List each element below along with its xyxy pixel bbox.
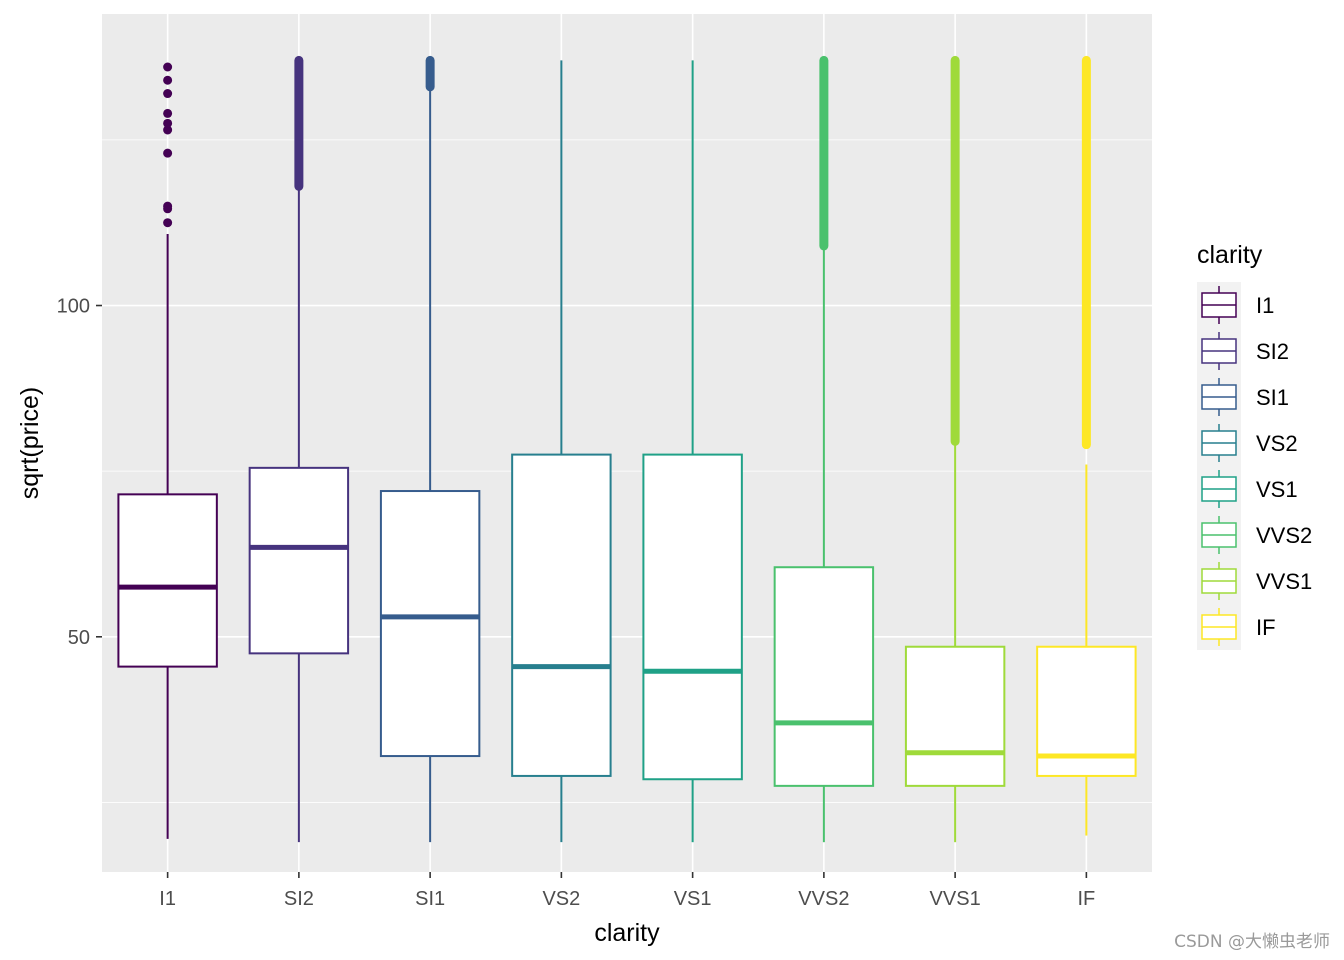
legend-item-vvs1: VVS1 [1197, 558, 1312, 604]
x-tick-label: VVS1 [930, 888, 981, 910]
x-axis-title: clarity [594, 919, 660, 947]
outlier-point [163, 201, 173, 211]
box-si2 [248, 55, 350, 843]
x-tick-label: IF [1077, 888, 1095, 910]
legend-item-label: VVS2 [1256, 523, 1312, 548]
box-iqr [248, 466, 350, 655]
y-axis-title: sqrt(price) [16, 387, 44, 500]
legend: clarity I1 SI2 SI1 VS2 VS1 VVS2 VVS1 IF [1197, 241, 1312, 650]
box-iqr [379, 490, 481, 758]
outlier-point [163, 75, 173, 85]
box-vvs2 [773, 55, 875, 843]
legend-item-si1: SI1 [1197, 374, 1289, 420]
box-vs2 [511, 60, 612, 843]
box-iqr [642, 453, 743, 781]
legend-item-label: IF [1256, 615, 1276, 640]
legend-item-label: SI2 [1256, 339, 1289, 364]
legend-item-si2: SI2 [1197, 328, 1289, 374]
box-iqr [773, 566, 875, 787]
outlier-point [163, 89, 173, 99]
x-tick-label: VVS2 [798, 888, 849, 910]
outlier-point [163, 62, 173, 72]
box-si1 [379, 55, 481, 843]
x-tick-label: VS2 [542, 888, 580, 910]
legend-item-label: VS1 [1256, 477, 1298, 502]
legend-item-if: IF [1197, 604, 1276, 650]
box-layer [117, 55, 1137, 843]
box-iqr [511, 453, 612, 777]
outlier-point [163, 125, 173, 135]
outlier-point [163, 148, 173, 158]
x-tick-label: I1 [159, 888, 176, 910]
legend-item-label: SI1 [1256, 385, 1289, 410]
box-if [1036, 55, 1137, 836]
legend-item-label: VVS1 [1256, 569, 1312, 594]
legend-item-label: VS2 [1256, 431, 1298, 456]
x-tick-label: VS1 [674, 888, 712, 910]
x-tick-label: SI2 [284, 888, 314, 910]
legend-item-vs2: VS2 [1197, 420, 1298, 466]
y-axis: 50 100 [57, 296, 102, 649]
box-iqr [904, 645, 1006, 787]
box-vvs1 [904, 55, 1006, 843]
legend-title: clarity [1197, 241, 1263, 269]
legend-item-vs1: VS1 [1197, 466, 1298, 512]
box-iqr [117, 493, 218, 668]
box-i1 [117, 62, 218, 839]
watermark: CSDN @大懒虫老师 [1174, 932, 1330, 952]
y-tick-label: 100 [57, 296, 90, 318]
box-vs1 [642, 60, 743, 843]
outlier-point [163, 218, 173, 228]
x-axis: I1 SI2 SI1 VS2 VS1 VVS2 VVS1 IF [159, 872, 1095, 910]
legend-item-i1: I1 [1197, 282, 1274, 328]
legend-item-vvs2: VVS2 [1197, 512, 1312, 558]
legend-item-label: I1 [1256, 293, 1274, 318]
outlier-point [163, 118, 173, 128]
x-tick-label: SI1 [415, 888, 445, 910]
outlier-point [163, 108, 173, 118]
y-tick-label: 50 [68, 627, 90, 649]
